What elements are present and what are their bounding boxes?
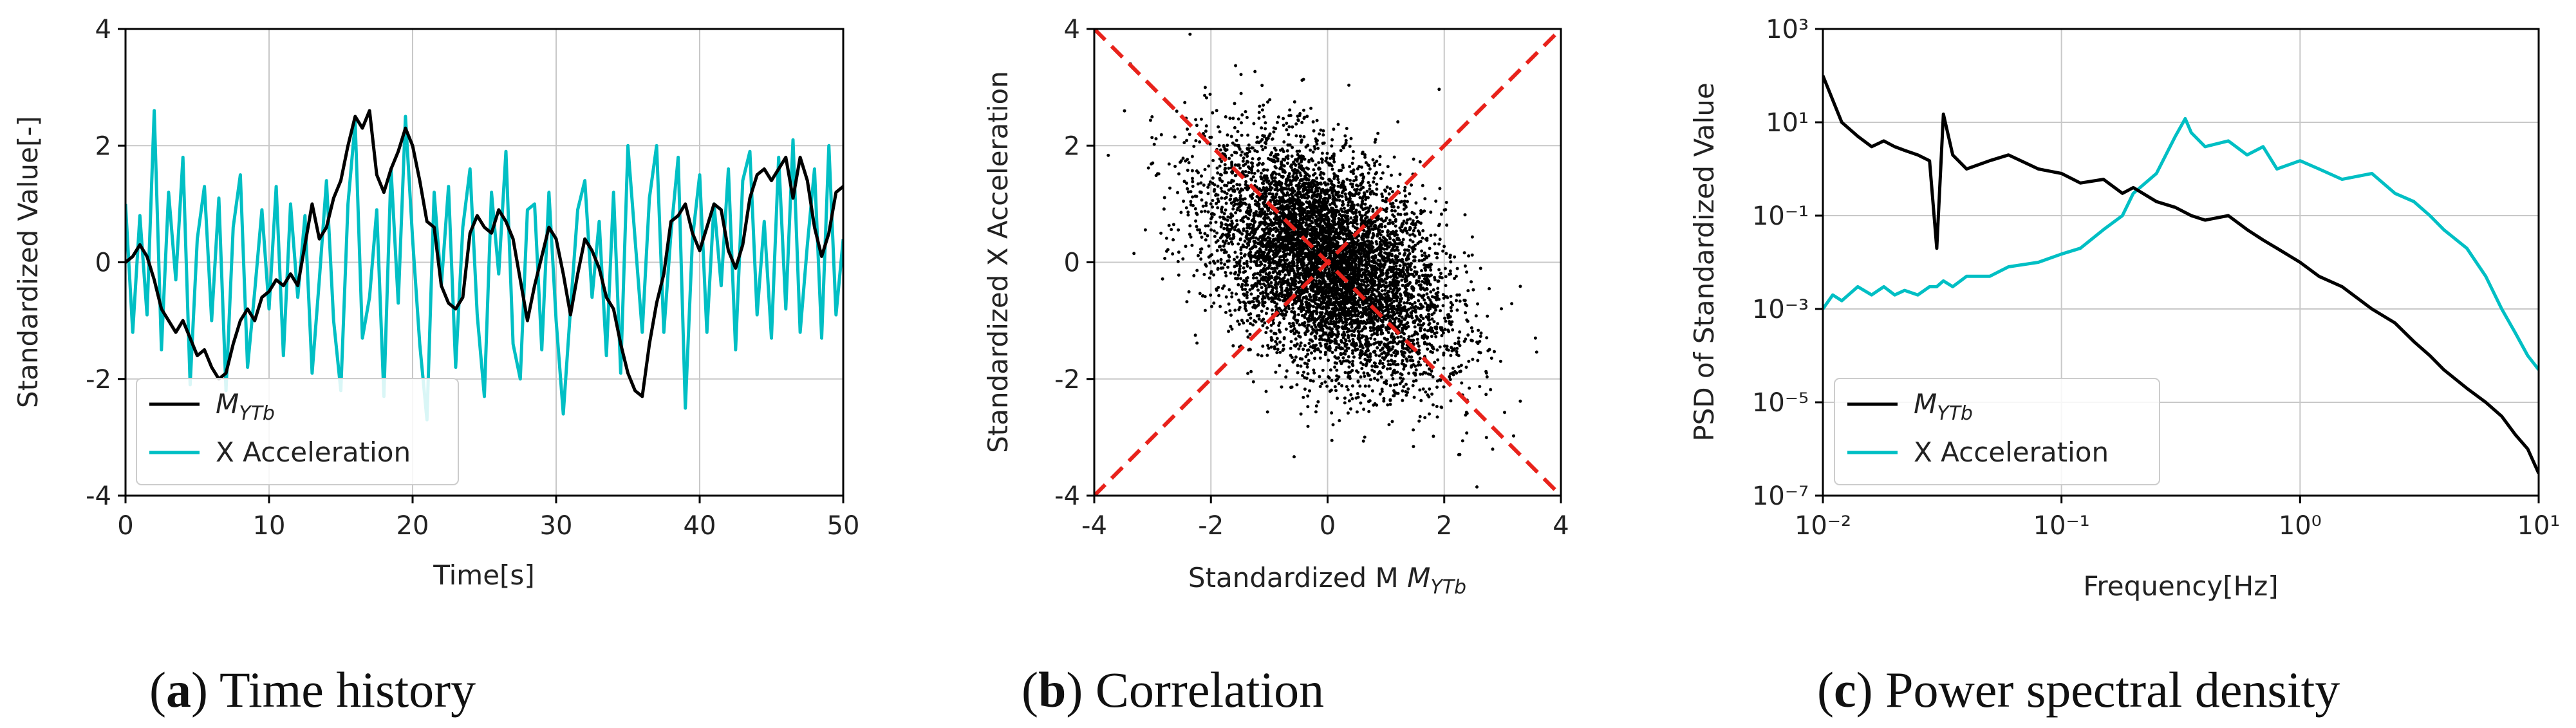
time-tick-label-x-2: 20 — [397, 511, 429, 541]
psd-legend: MYTb X Acceleration — [1834, 378, 2160, 485]
scatter-tick-label-y-1: -2 — [1054, 365, 1080, 395]
psd-tick-label-y-3: 10⁻¹ — [1752, 201, 1809, 231]
scatter-tick-label-x-3: 2 — [1436, 511, 1452, 541]
psd-legend-box — [1834, 378, 2160, 485]
panel-time-history: 0 10 20 30 40 50 -4 -2 0 2 4 Time[s] Standardized … — [12, 15, 859, 591]
scatter-points-group — [1106, 32, 1538, 489]
psd-legend-label-xacc: X Acceleration — [1914, 436, 2109, 468]
psd-tick-label-x-2: 10⁰ — [2279, 511, 2322, 541]
scatter-tick-label-x-0: -4 — [1081, 511, 1107, 541]
psd-tick-label-y-4: 10¹ — [1766, 108, 1809, 138]
scatter-tick-label-y-2: 0 — [1064, 248, 1080, 278]
caption-a-letter: a — [166, 662, 191, 718]
psd-tick-label-x-0: 10⁻² — [1795, 511, 1851, 541]
psd-tick-label-x-3: 10¹ — [2517, 511, 2561, 541]
psd-ticks: 10⁻² 10⁻¹ 10⁰ 10¹ 10⁻⁷ 10⁻⁵ 10⁻³ 10⁻¹ 10¹ 10³ — [1752, 15, 2561, 541]
caption-b-letter: b — [1038, 662, 1066, 718]
scatter-tick-label-y-3: 2 — [1064, 131, 1080, 161]
panel-psd: 10⁻² 10⁻¹ 10⁰ 10¹ 10⁻⁷ 10⁻⁵ 10⁻³ 10⁻¹ 10¹ 10³ Fre… — [1688, 15, 2560, 602]
scatter-tick-label-x-4: 4 — [1553, 511, 1569, 541]
time-tick-label-y-4: 4 — [95, 15, 111, 44]
scatter-tick-label-x-2: 0 — [1320, 511, 1336, 541]
scatter-ticks: -4 -2 0 2 4 -4 -2 0 2 4 — [1054, 15, 1569, 541]
caption-c: (c) Power spectral density — [1817, 662, 2340, 718]
time-legend-label-xacc: X Acceleration — [216, 436, 411, 468]
time-legend-label-myt: MYTb — [216, 388, 275, 425]
psd-series-line-myt — [1823, 75, 2539, 474]
time-tick-label-y-2: 0 — [95, 248, 111, 278]
psd-legend-myt-main: M — [1914, 388, 1937, 420]
psd-tick-label-y-0: 10⁻⁷ — [1752, 481, 1809, 511]
time-tick-label-y-3: 2 — [95, 131, 111, 161]
caption-b-text: Correlation — [1083, 662, 1324, 718]
time-tick-label-x-1: 10 — [253, 511, 286, 541]
time-ticks: 0 10 20 30 40 50 -4 -2 0 2 4 — [86, 15, 859, 541]
psd-series-group — [1823, 75, 2539, 474]
psd-tick-label-y-2: 10⁻³ — [1752, 295, 1809, 324]
time-legend-myt-sub: YTb — [239, 402, 275, 425]
time-series-line-myt — [126, 109, 843, 398]
psd-legend-label-myt: MYTb — [1914, 388, 1973, 425]
caption-c-text: Power spectral density — [1873, 662, 2340, 718]
psd-tick-label-y-1: 10⁻⁵ — [1752, 388, 1809, 418]
scatter-tick-label-y-4: 4 — [1064, 15, 1080, 44]
time-tick-label-x-3: 30 — [540, 511, 573, 541]
psd-x-label: Frequency[Hz] — [2083, 570, 2278, 602]
time-legend: MYTb X Acceleration — [136, 378, 459, 485]
caption-b: (b) Correlation — [1022, 662, 1324, 718]
scatter-reference-line-1 — [1094, 29, 1561, 496]
time-legend-box — [136, 378, 459, 485]
time-tick-label-x-4: 40 — [684, 511, 716, 541]
time-x-label: Time[s] — [433, 559, 534, 591]
scatter-x-label: Standardized M MYTb — [1188, 562, 1466, 599]
time-y-label: Standardized Value[-] — [12, 116, 44, 408]
time-series-group — [126, 109, 843, 422]
caption-a-text: Time history — [208, 662, 476, 718]
caption-a: (a) Time history — [149, 662, 476, 718]
scatter-x-label-sub: YTb — [1430, 576, 1466, 599]
time-tick-label-x-0: 0 — [117, 511, 133, 541]
scatter-reference-lines — [1094, 29, 1561, 496]
scatter-x-label-main: Standardized M — [1188, 562, 1399, 593]
panel-correlation: -4 -2 0 2 4 -4 -2 0 2 4 Standardized M MYTb Stand… — [982, 15, 1569, 599]
time-tick-label-x-5: 50 — [827, 511, 860, 541]
psd-tick-label-x-1: 10⁻¹ — [2033, 511, 2090, 541]
scatter-points — [1106, 32, 1538, 489]
time-series-line-xacc — [126, 109, 843, 422]
psd-tick-label-y-5: 10³ — [1766, 15, 1809, 44]
scatter-y-label: Standardized X Acceleration — [982, 71, 1014, 453]
psd-series-line-xacc — [1823, 117, 2539, 371]
psd-y-label: PSD of Standardized Value — [1688, 82, 1720, 441]
time-legend-myt-main: M — [216, 388, 239, 420]
scatter-x-label-m: M — [1407, 562, 1430, 593]
scatter-tick-label-x-1: -2 — [1198, 511, 1224, 541]
caption-c-letter: c — [1834, 662, 1856, 718]
scatter-tick-label-y-0: -4 — [1054, 481, 1080, 511]
time-tick-label-y-1: -2 — [86, 365, 111, 395]
psd-legend-myt-sub: YTb — [1937, 402, 1973, 425]
time-tick-label-y-0: -4 — [86, 481, 111, 511]
psd-plot-frame — [1822, 28, 2540, 497]
